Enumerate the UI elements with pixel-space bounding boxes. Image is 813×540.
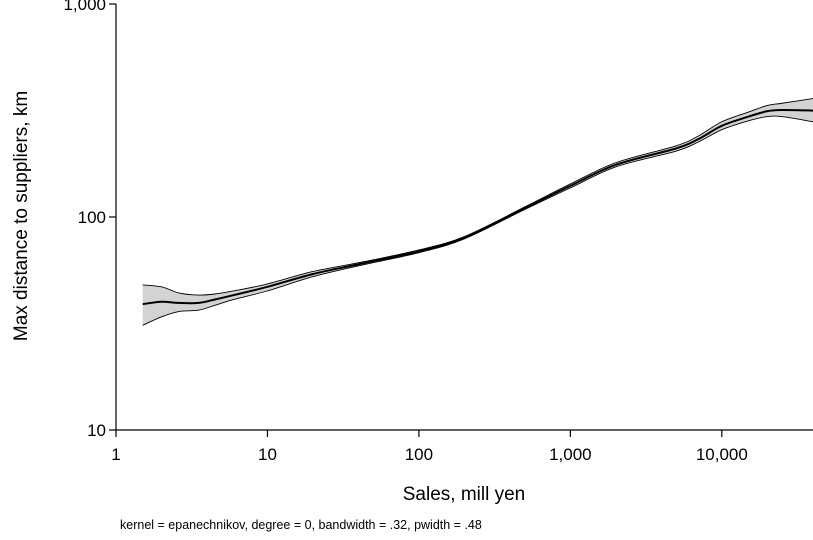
plot-background (116, 4, 813, 430)
confidence-band-area (142, 98, 813, 326)
y-ticks: 10 100 1,000 (63, 0, 116, 440)
y-axis-title: Max distance to suppliers, km (11, 91, 32, 341)
confidence-band-layer (142, 98, 813, 326)
x-tick-label: 100 (405, 445, 433, 464)
x-tick-label: 1,000 (549, 445, 592, 464)
x-axis-title: Sales, mill yen (403, 484, 526, 505)
confidence-band-lower (142, 115, 813, 326)
series-line-layer (142, 108, 813, 306)
x-ticks: 1 10 100 1,000 10,000 (111, 430, 748, 464)
y-tick-label: 1,000 (63, 0, 106, 14)
x-tick-label: 1 (111, 445, 120, 464)
series-line (142, 108, 813, 306)
chart-note: kernel = epanechnikov, degree = 0, bandw… (120, 518, 482, 532)
confidence-band-upper (142, 98, 813, 296)
x-tick-label: 10,000 (696, 445, 748, 464)
y-tick-label: 100 (78, 208, 106, 227)
x-tick-label: 10 (258, 445, 277, 464)
y-tick-label: 10 (87, 421, 106, 440)
